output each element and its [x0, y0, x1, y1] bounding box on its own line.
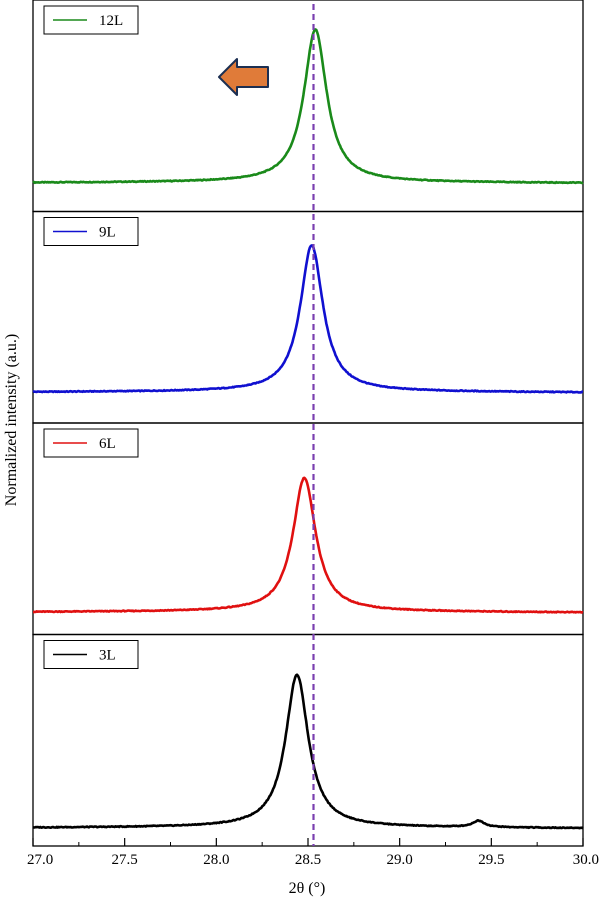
- x-tick-label: 27.0: [27, 852, 53, 868]
- panel-3L: 3L: [32, 633, 584, 847]
- series-line-9L: [32, 244, 584, 394]
- legend-12L: 12L: [43, 5, 139, 35]
- panel-9L: 9L: [32, 210, 584, 424]
- legend-3L: 3L: [43, 640, 139, 669]
- annotation-layer: [218, 58, 269, 96]
- legend-6L: 6L: [43, 428, 139, 458]
- legend-box: [43, 5, 139, 35]
- legend-9L: 9L: [43, 217, 139, 246]
- x-axis: 27.0 27.5 28.0 28.5 29.0 29.5 30.0: [27, 838, 599, 868]
- legend-label: 3L: [99, 648, 116, 664]
- series-line-6L: [32, 476, 584, 614]
- legend-label: 9L: [99, 225, 116, 241]
- x-tick-label: 27.5: [112, 852, 138, 868]
- legend-label: 6L: [99, 436, 116, 452]
- x-tick-label: 29.5: [478, 852, 504, 868]
- panel-6L: 6L: [32, 422, 584, 636]
- x-tick-label: 30.0: [573, 852, 599, 868]
- legend-box: [43, 217, 139, 246]
- left-arrow-icon: [218, 58, 269, 96]
- series-line-12L: [32, 28, 584, 185]
- y-axis-title: Normalized intensity (a.u.): [3, 334, 20, 506]
- panels-group: 12L 9L 6L 3L: [32, 0, 584, 847]
- x-tick-label: 29.0: [387, 852, 413, 868]
- series-line-3L: [32, 673, 584, 830]
- panel-12L: 12L: [32, 0, 584, 213]
- x-tick-label: 28.0: [203, 852, 229, 868]
- legend-label: 12L: [99, 13, 123, 29]
- x-axis-title: 2θ (°): [289, 880, 326, 897]
- x-tick-label: 28.5: [295, 852, 321, 868]
